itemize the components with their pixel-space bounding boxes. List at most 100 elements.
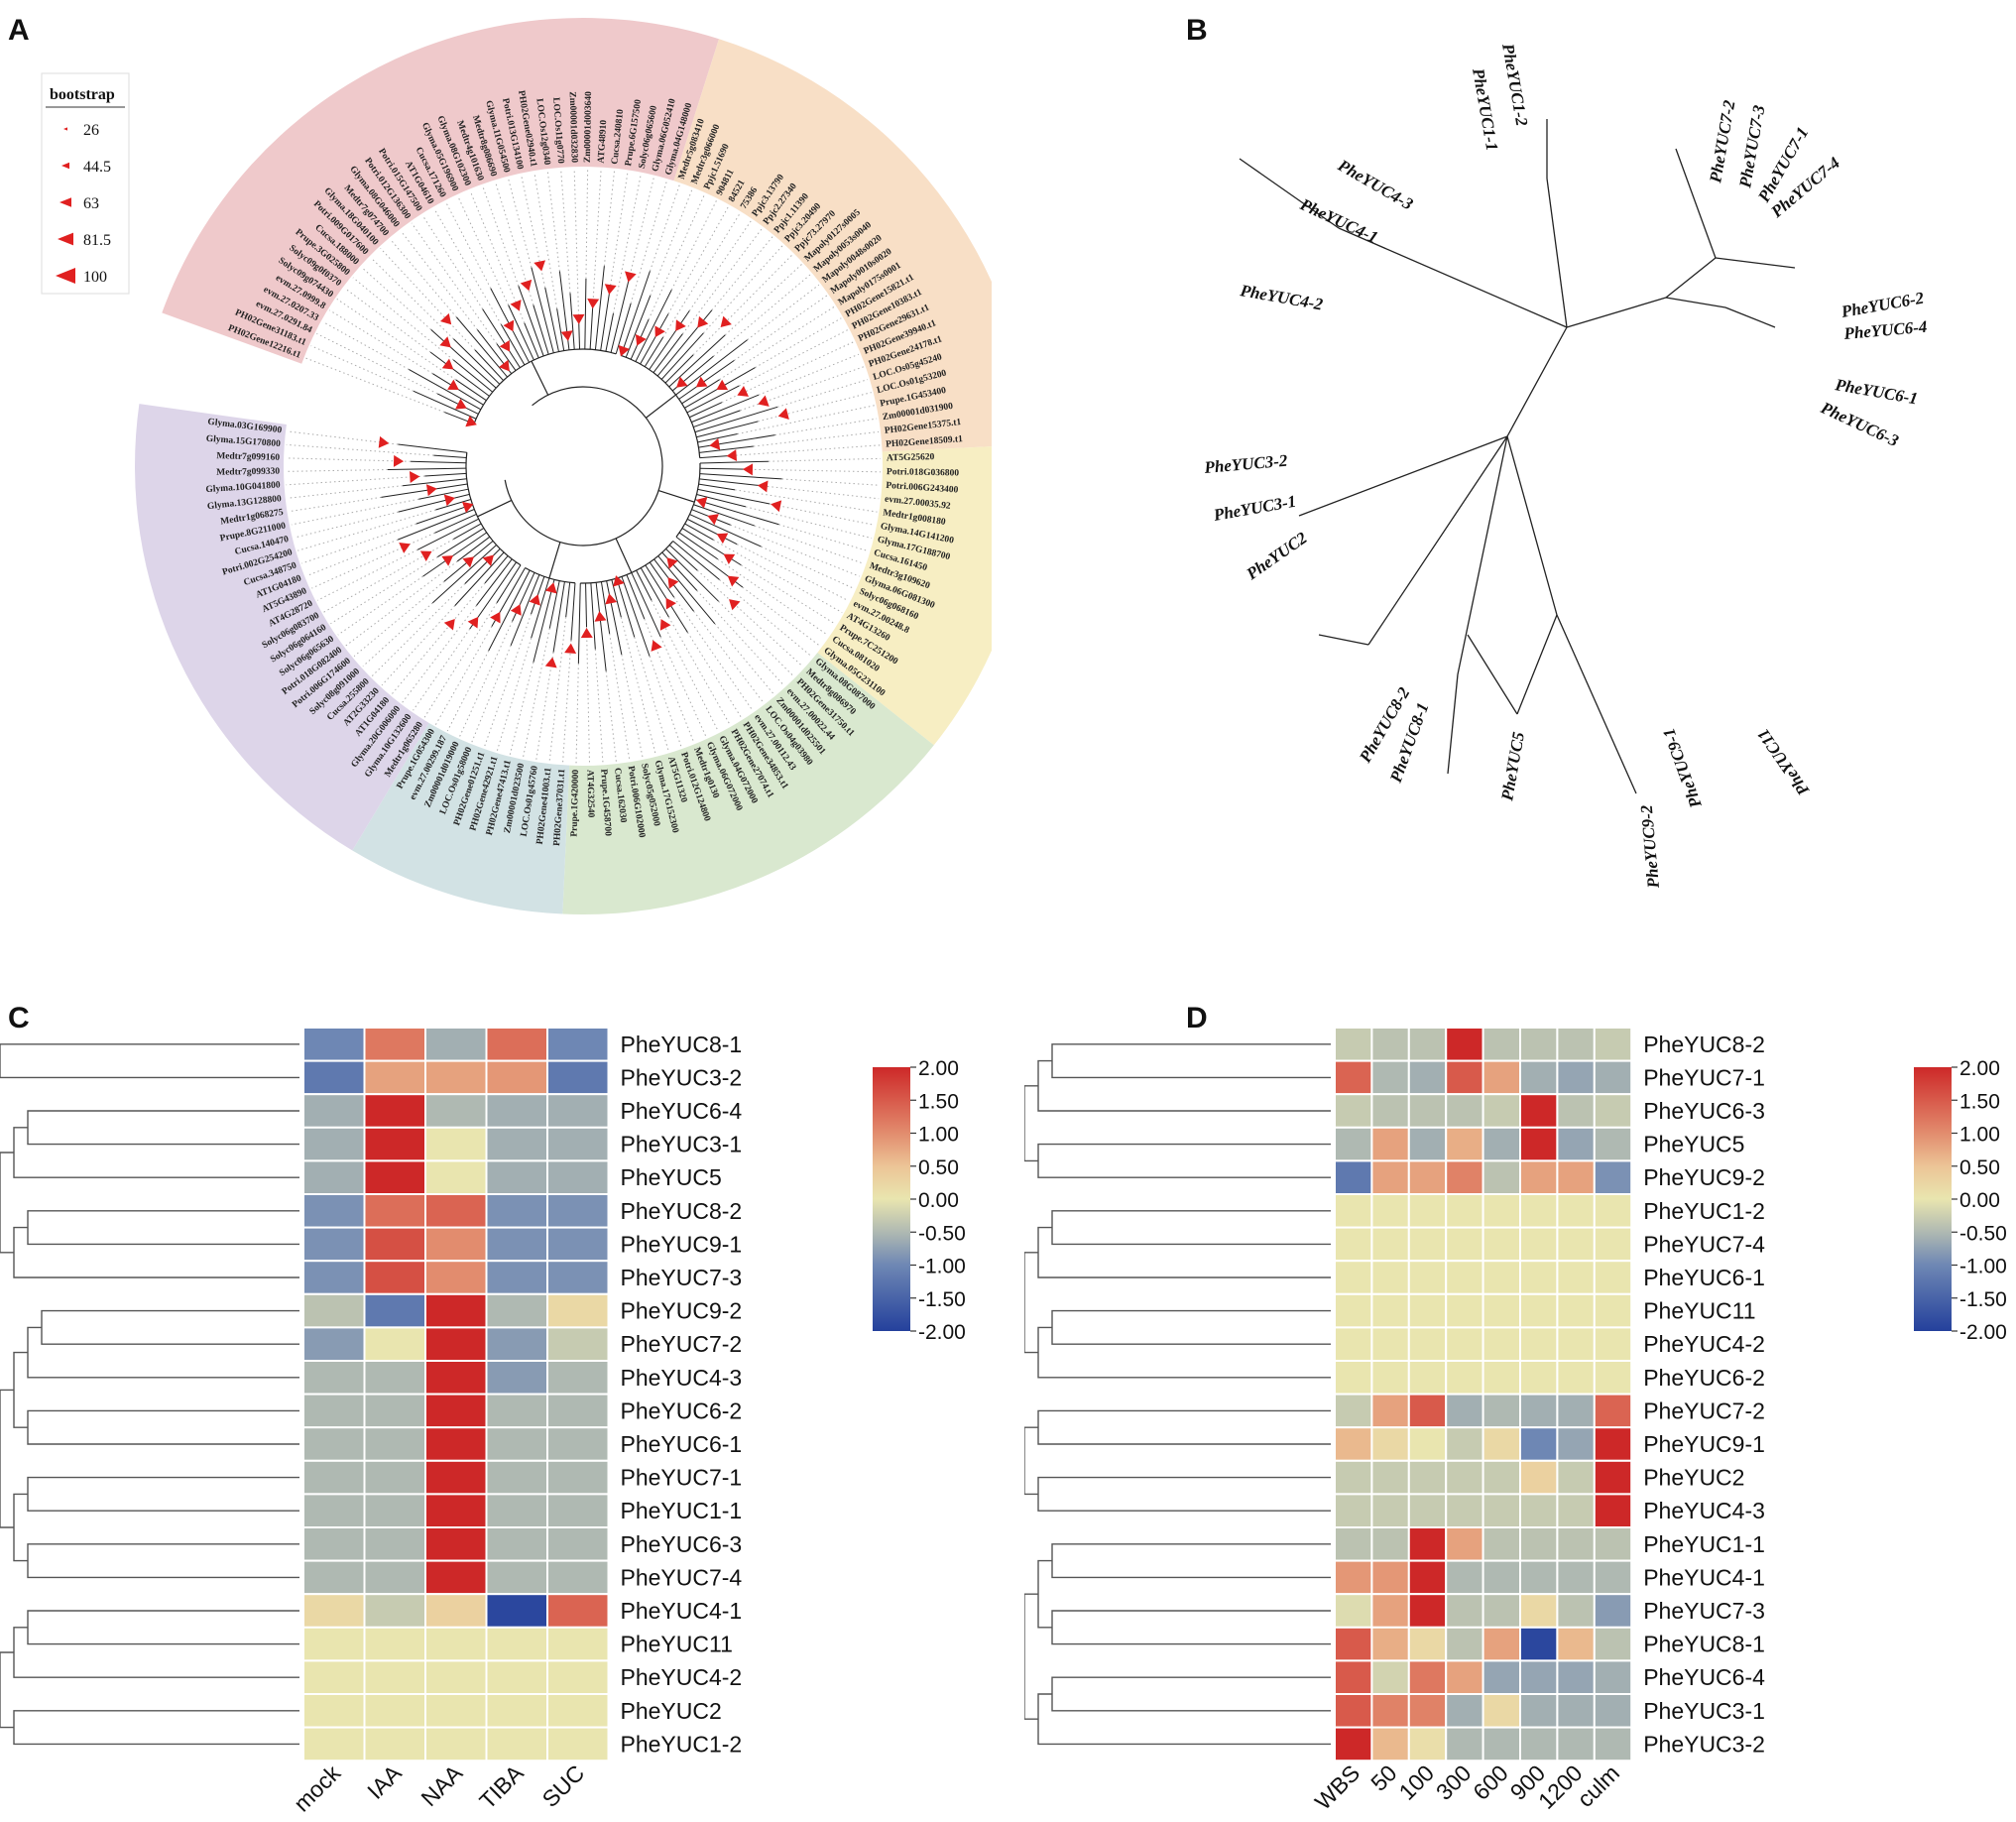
heatmap-c-cell [424,1027,488,1062]
clade-sector [562,652,934,915]
heatmap-c-cells [302,1027,610,1762]
leaf-label: PheYUC4-1 [1296,194,1380,247]
heatmap-c-cell [485,1593,548,1629]
heatmap-d-cell [1445,1193,1484,1229]
leaf-label: PheYUC1-1 [1469,65,1501,152]
heatmap-d-scale-tick: -1.50 [1959,1288,2007,1311]
heatmap-c-cell [363,1593,426,1629]
leaf-label: PheYUC3-2 [1203,451,1289,477]
heatmap-c-column-label: mock [289,1760,346,1815]
heatmap-d-cell [1593,1626,1633,1662]
heatmap-d-cell [1445,1526,1484,1562]
phylogenetic-tree-circular: PH02Gene12216.t1PH02Gene31183.t1evm.27.0… [41,18,992,915]
heatmap-d-cell [1482,1493,1522,1529]
panel-label-b: B [1186,14,1208,47]
leaf-label: PheYUC6-1 [1833,375,1919,408]
heatmap-c-scale-tick: -0.50 [918,1222,966,1245]
heatmap-d-cell [1370,1027,1410,1062]
bootstrap-marker [720,315,732,327]
heatmap-d-cell [1519,1559,1559,1596]
heatmap-c-cell [485,1693,548,1729]
heatmap-d-cell [1407,1693,1448,1729]
heatmap-c-cell [424,1659,488,1696]
gene-label: Medtr7g099330 [216,467,280,478]
heatmap-d-row-label: PheYUC7-2 [1643,1397,1765,1423]
heatmap-d-cell [1482,1726,1522,1762]
heatmap-d-cell [1445,1393,1484,1429]
heatmap-d-row-label: PheYUC8-2 [1643,1032,1765,1057]
heatmap-d-cell [1407,1459,1448,1496]
heatmap-c-cell [424,1360,488,1396]
leaf-label: PheYUC2 [1243,528,1311,584]
heatmap-d-cell [1593,1726,1633,1762]
bootstrap-marker [604,284,617,295]
heatmap-d-cell [1334,1626,1373,1662]
bootstrap-marker [462,501,474,514]
heatmap-c-cell [302,1193,366,1229]
heatmap-c-cell [546,1093,610,1129]
gene-label: Potri.006G243400 [886,481,959,496]
heatmap-d-cell [1334,1426,1373,1462]
bootstrap-marker [572,313,585,325]
heatmap-c-cell [363,1260,426,1295]
heatmap-d-cell [1593,1493,1633,1529]
heatmap-d-cell [1370,1459,1410,1496]
heatmap-d-cell [1519,1726,1559,1762]
heatmap-c-cell [363,1426,426,1462]
bootstrap-marker [605,593,618,605]
heatmap-d-row-label: PheYUC4-2 [1643,1331,1765,1357]
heatmap-d-scale-tick: -0.50 [1959,1222,2007,1245]
heatmap-d-cell [1482,1093,1522,1129]
leaf-label: PheYUC6-3 [1817,398,1902,450]
bootstrap-marker [425,484,437,497]
heatmap-d-cell [1445,1093,1484,1129]
heatmap-c-cell [424,1726,488,1762]
heatmap-d-cell [1519,1659,1559,1696]
heatmap-d-cell [1407,1159,1448,1195]
heatmap-c-cell [546,1626,610,1662]
bootstrap-marker [441,555,454,566]
panel-label-a: A [8,14,30,47]
heatmap-treatments: PheYUC8-1 PheYUC3-2 PheYUC6-4 PheYUC3-1 PheY… [0,1027,966,1815]
bootstrap-marker [544,657,557,668]
bootstrap-marker [510,300,522,311]
heatmap-d-row-label: PheYUC4-3 [1643,1498,1765,1523]
heatmap-c-scale-tick: -2.00 [918,1321,966,1344]
heatmap-d-cell [1370,1593,1410,1629]
clade-sector [352,722,570,914]
heatmap-c-cell [485,1292,548,1329]
heatmap-d-cell [1556,1526,1596,1562]
heatmap-d-color-scale: 2.00 1.50 1.00 0.50 0.00 -0.50 -1.00 -1.50 -2.00 [1914,1057,2007,1344]
leaf-label: PheYUC6-2 [1838,289,1926,322]
heatmap-d-row-label: PheYUC7-3 [1643,1598,1765,1624]
bootstrap-marker [560,330,573,341]
bootstrap-marker [393,454,405,467]
heatmap-d-row-label: PheYUC3-1 [1643,1698,1765,1724]
heatmap-c-cell [485,1260,548,1295]
heatmap-d-cell [1556,1493,1596,1529]
heatmap-c-row-label: PheYUC9-1 [621,1231,743,1257]
heatmap-d-cell [1593,1360,1633,1396]
heatmap-c-cell [485,1559,548,1596]
bootstrap-marker [534,260,545,272]
heatmap-d-cell [1556,1426,1596,1462]
heatmap-d-cell [1593,1059,1633,1096]
heatmap-d-cell [1593,1292,1633,1329]
legend-value: 81.5 [83,232,111,249]
heatmap-c-cell [302,1226,366,1263]
leaf-label: PheYUC7-2 [1706,98,1739,185]
bootstrap-marker [729,599,741,611]
heatmap-c-column-label: SUC [537,1760,590,1812]
heatmap-c-cell [363,1126,426,1162]
panel-label-c: C [8,1002,30,1034]
heatmap-d-cell [1370,1426,1410,1462]
heatmap-c-cell [546,1260,610,1295]
heatmap-c-row-label: PheYUC9-2 [621,1298,743,1324]
leaf-label: PheYUC5 [1497,730,1528,803]
heatmap-d-row-label: PheYUC5 [1643,1132,1744,1157]
heatmap-c-row-label: PheYUC4-2 [621,1664,743,1690]
bootstrap-marker [439,336,451,348]
heatmap-c-cell [363,1226,426,1263]
heatmap-d-cell [1407,1027,1448,1062]
panel-label-d: D [1186,1002,1208,1034]
